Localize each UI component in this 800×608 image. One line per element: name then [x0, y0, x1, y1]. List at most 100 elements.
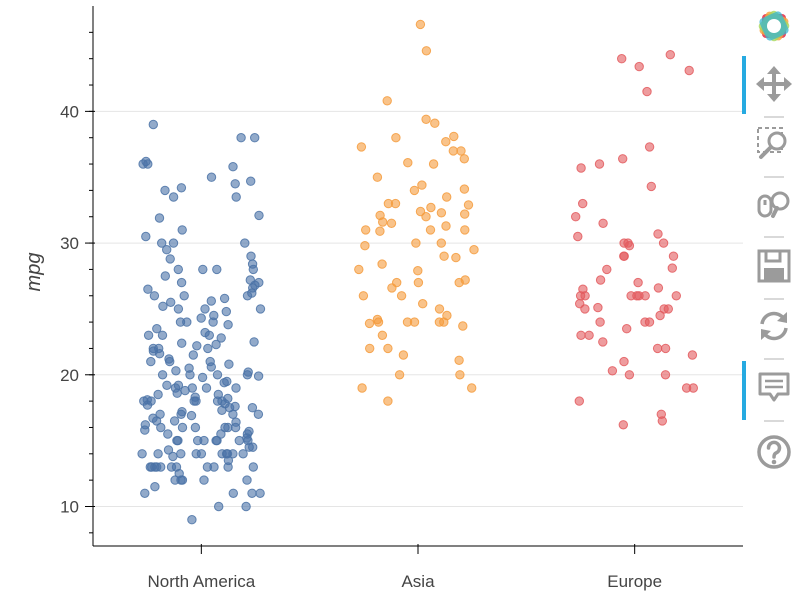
- data-point: [665, 50, 675, 60]
- data-point: [203, 343, 213, 354]
- data-point: [576, 163, 586, 173]
- data-point: [198, 264, 208, 275]
- data-point: [394, 370, 405, 380]
- wheel-zoom-tool[interactable]: [752, 182, 796, 226]
- grid-lines: [93, 110, 743, 507]
- data-point: [624, 370, 635, 380]
- save-tool[interactable]: [752, 244, 796, 288]
- box-zoom-icon: [757, 127, 787, 159]
- data-point: [644, 142, 655, 152]
- data-point: [179, 291, 189, 301]
- data-point: [163, 429, 173, 439]
- data-point: [250, 133, 260, 143]
- data-point: [172, 388, 182, 398]
- x-tick-label: Europe: [607, 572, 662, 591]
- data-point: [153, 449, 163, 459]
- data-point: [157, 330, 168, 340]
- axes: 10 20 30 40 North America Asia Europe: [60, 6, 743, 591]
- data-point: [221, 306, 232, 317]
- data-point: [373, 317, 384, 327]
- box-zoom-tool[interactable]: [752, 122, 796, 166]
- data-point: [576, 330, 586, 340]
- help-tool[interactable]: [752, 430, 796, 474]
- data-point: [671, 291, 681, 301]
- data-point: [248, 462, 259, 472]
- data-point: [223, 320, 233, 330]
- data-point: [415, 19, 426, 30]
- data-point: [372, 172, 383, 182]
- pan-active-indicator: [742, 56, 746, 114]
- toolbar-separator: [764, 358, 784, 360]
- data-point: [449, 131, 459, 142]
- data-point: [196, 313, 206, 323]
- data-point: [253, 371, 264, 381]
- toolbar-separator: [764, 236, 784, 238]
- data-point: [434, 317, 445, 327]
- data-point: [148, 119, 159, 130]
- data-point: [141, 231, 151, 242]
- data-point: [688, 383, 698, 393]
- y-axis-title: mpg: [23, 253, 45, 292]
- data-point: [199, 435, 209, 446]
- data-point: [168, 192, 179, 202]
- data-point: [200, 304, 210, 314]
- data-point: [652, 343, 663, 354]
- data-point: [653, 283, 664, 293]
- data-point: [361, 225, 371, 235]
- toolbar-separator: [764, 298, 784, 300]
- data-point: [170, 475, 180, 485]
- data-point: [684, 65, 694, 76]
- data-point: [165, 356, 175, 367]
- data-point: [242, 291, 253, 301]
- data-point: [244, 442, 254, 452]
- toolbar-separator: [764, 176, 784, 178]
- data-point: [176, 183, 187, 193]
- data-point: [246, 251, 256, 261]
- data-point: [421, 114, 431, 125]
- data-point: [469, 245, 479, 255]
- data-point: [156, 422, 166, 433]
- data-point: [217, 405, 227, 415]
- data-point: [143, 284, 153, 294]
- data-point: [208, 317, 218, 327]
- data-point: [177, 422, 188, 433]
- data-point: [191, 396, 201, 406]
- data-point: [204, 330, 215, 340]
- hover-tool[interactable]: [752, 366, 796, 410]
- reset-tool[interactable]: [752, 304, 796, 348]
- data-point: [175, 317, 186, 327]
- data-point: [187, 515, 197, 525]
- data-point: [617, 54, 627, 64]
- data-point: [460, 209, 470, 219]
- data-point: [441, 221, 451, 231]
- pan-tool[interactable]: [752, 62, 796, 106]
- data-point: [162, 245, 172, 255]
- data-point: [150, 482, 160, 492]
- data-point: [646, 181, 656, 192]
- data-point: [383, 198, 394, 209]
- data-point: [618, 154, 628, 164]
- data-point: [255, 304, 266, 314]
- bokeh-logo[interactable]: [752, 4, 796, 48]
- data-point: [206, 296, 217, 306]
- data-point: [230, 179, 240, 189]
- y-tick-label: 10: [60, 497, 79, 516]
- data-point: [633, 277, 643, 288]
- data-point: [219, 378, 229, 388]
- data-point: [253, 409, 264, 419]
- data-point: [430, 118, 440, 128]
- data-point: [386, 218, 397, 229]
- data-point: [667, 263, 677, 273]
- data-point: [436, 208, 447, 218]
- data-point: [236, 133, 246, 143]
- data-point: [185, 370, 195, 380]
- x-tick-label: Asia: [401, 572, 435, 591]
- data-point: [242, 475, 252, 485]
- x-tick-label: North America: [147, 572, 255, 591]
- data-point: [168, 451, 178, 462]
- data-point: [458, 321, 468, 331]
- data-point: [413, 266, 423, 276]
- reset-icon: [760, 311, 788, 341]
- data-point: [377, 259, 387, 269]
- data-point: [160, 271, 171, 281]
